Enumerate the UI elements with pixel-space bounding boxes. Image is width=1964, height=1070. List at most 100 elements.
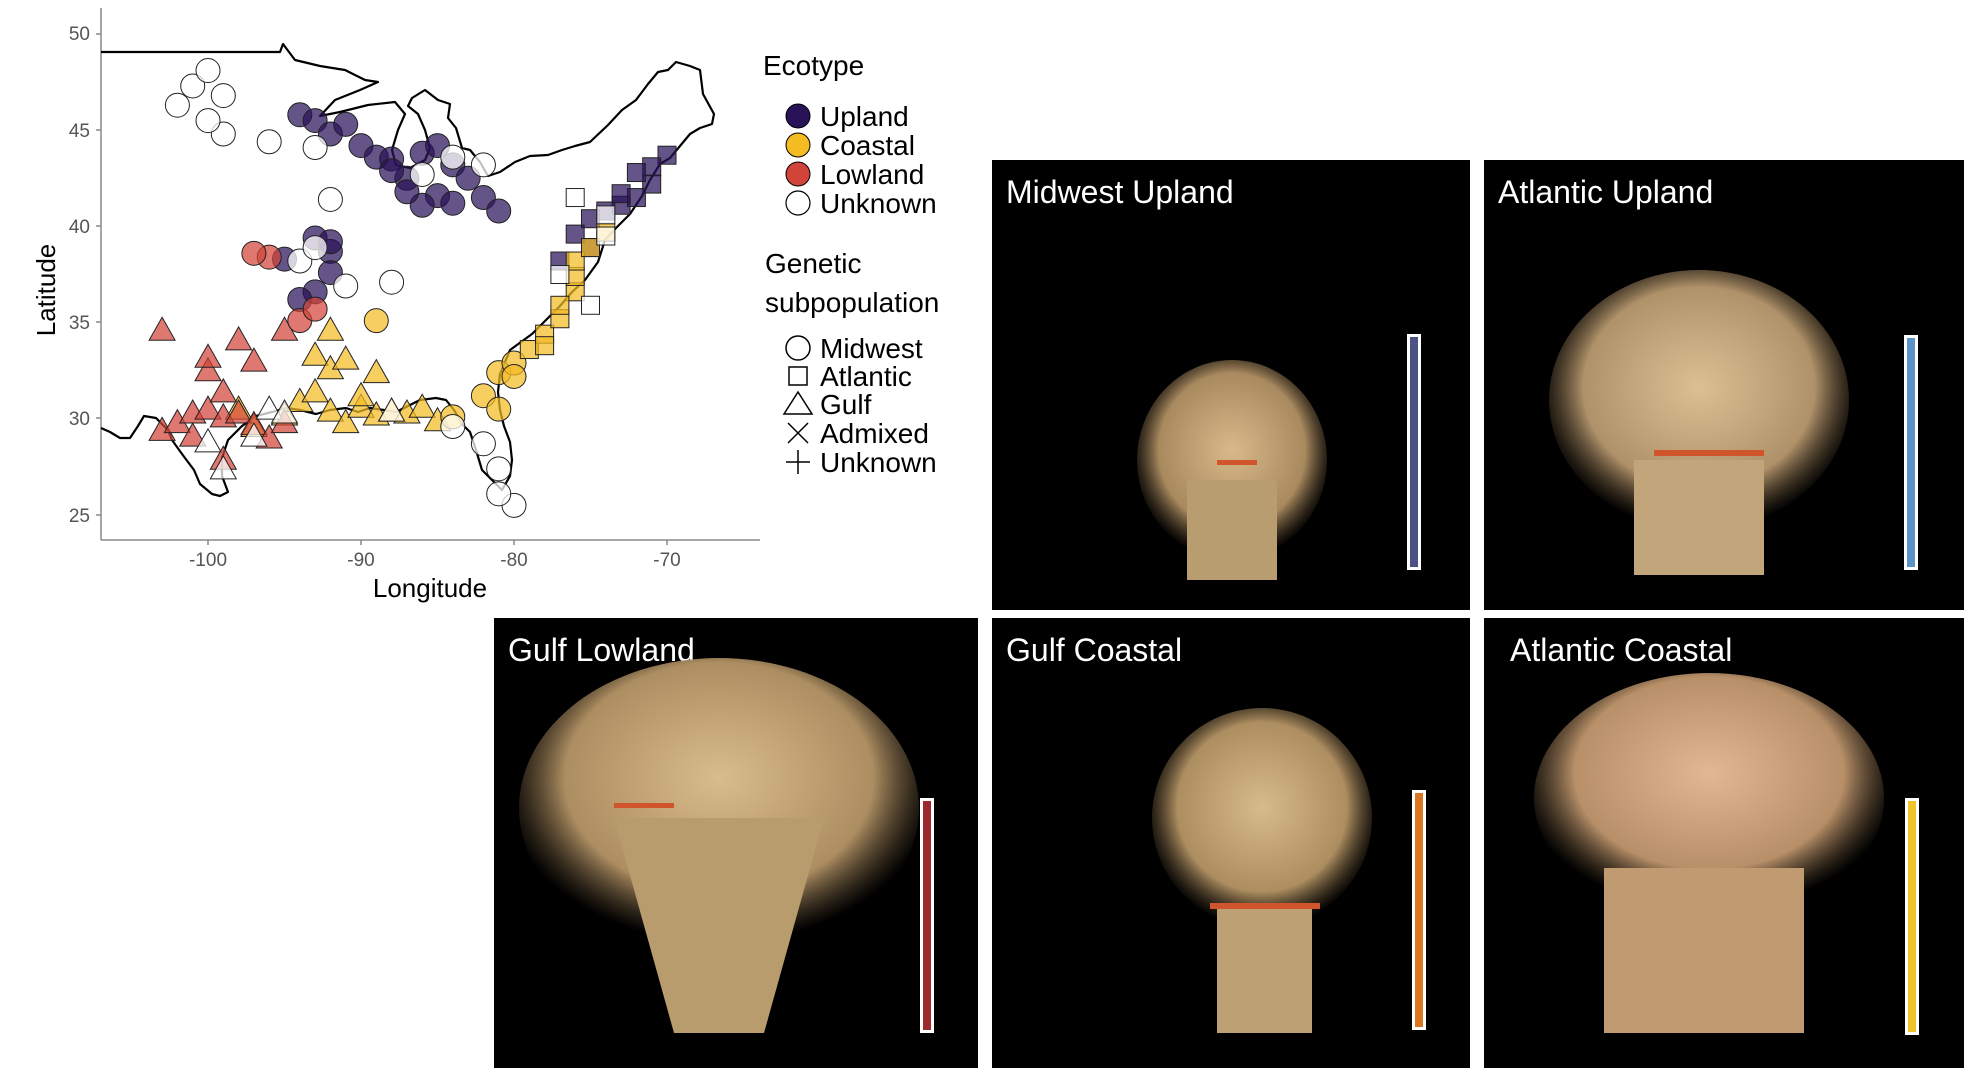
data-point-unknown xyxy=(302,235,328,261)
photo-panel-gulf-coastal: Gulf Coastal xyxy=(992,618,1470,1068)
plus-shape-icon xyxy=(786,450,810,474)
data-point-coastal xyxy=(408,393,437,418)
data-point-coastal xyxy=(550,295,570,315)
photo-panel-gulf-lowland: Gulf Lowland xyxy=(494,618,978,1068)
y-ticks: 50 45 40 35 30 25 xyxy=(69,24,90,527)
data-point-coastal xyxy=(331,408,360,434)
photo-panel-atlantic-coastal: Atlantic Coastal xyxy=(1484,618,1964,1068)
x-ticks: -100 -90 -80 -70 xyxy=(189,550,681,571)
grass-image xyxy=(1137,360,1327,580)
scale-bar xyxy=(1412,790,1426,1030)
data-point-unknown xyxy=(210,83,236,109)
data-point-coastal xyxy=(581,238,600,258)
data-point-lowland xyxy=(224,399,253,424)
data-point-upland xyxy=(611,184,631,204)
circle-shape-icon xyxy=(785,335,811,361)
data-point-lowland xyxy=(240,347,268,372)
scale-bar xyxy=(1904,335,1918,570)
data-point-unknown xyxy=(270,399,299,424)
data-point-lowland xyxy=(194,343,222,368)
data-point-unknown xyxy=(409,161,435,187)
data-point-unknown xyxy=(550,265,570,284)
data-point-unknown xyxy=(255,395,284,420)
data-point-unknown xyxy=(256,129,282,155)
photo-panel-midwest-upland: Midwest Upland xyxy=(992,160,1470,610)
legend-label-admixed: Admixed xyxy=(820,418,929,449)
data-point-unknown xyxy=(379,269,405,295)
data-point-unknown xyxy=(470,431,496,457)
legend-swatch-unknown xyxy=(785,190,811,216)
data-point-unknown xyxy=(596,226,616,246)
data-point-unknown xyxy=(164,92,190,118)
data-point-lowland xyxy=(224,325,253,351)
data-point-upland xyxy=(379,158,405,184)
data-point-coastal xyxy=(362,358,391,384)
panel-title: Atlantic Coastal xyxy=(1510,632,1733,668)
data-point-upland xyxy=(440,190,466,216)
data-point-unknown xyxy=(377,397,406,422)
data-point-upland xyxy=(657,145,677,165)
legend-swatch-upland xyxy=(785,103,811,129)
data-point-lowland xyxy=(209,377,238,403)
square-shape-icon xyxy=(788,366,808,386)
data-point-unknown xyxy=(302,135,328,161)
legend-label-atlantic: Atlantic xyxy=(820,361,912,392)
x-axis-title: Longitude xyxy=(373,573,487,603)
legend-ecotype-title: Ecotype xyxy=(763,50,864,81)
data-point-unknown xyxy=(195,58,221,84)
data-point-unknown xyxy=(596,205,616,225)
legend-swatch-coastal xyxy=(785,132,811,158)
panel-title: Midwest Upland xyxy=(1006,174,1234,210)
data-point-coastal xyxy=(331,345,360,370)
data-point-unknown xyxy=(565,188,585,208)
data-point-lowland xyxy=(194,395,222,420)
data-point-unknown xyxy=(486,481,512,507)
data-point-unknown xyxy=(180,73,206,99)
x-shape-icon xyxy=(787,422,809,444)
data-point-lowland xyxy=(178,422,207,447)
data-point-unknown xyxy=(194,427,222,453)
data-point-lowland xyxy=(302,296,328,322)
data-point-coastal xyxy=(565,251,585,271)
data-point-lowland xyxy=(241,240,267,266)
x-tick-label: -70 xyxy=(653,550,680,571)
scale-bar xyxy=(1407,334,1421,570)
data-point-unknown xyxy=(470,152,496,178)
data-point-unknown xyxy=(333,273,359,299)
legend-label-midwest: Midwest xyxy=(820,333,923,364)
panel-title: Gulf Coastal xyxy=(1006,632,1183,668)
x-tick-label: -100 xyxy=(189,550,227,571)
y-tick-label: 40 xyxy=(69,217,90,238)
legend-label-coastal: Coastal xyxy=(820,130,915,161)
legend-subpop-title-1: Genetic xyxy=(765,248,862,279)
triangle-shape-icon xyxy=(782,390,814,415)
photo-panel-atlantic-upland: Atlantic Upland xyxy=(1484,160,1964,610)
panel-title: Atlantic Upland xyxy=(1498,174,1714,210)
scale-bar xyxy=(920,798,934,1033)
data-point-unknown xyxy=(486,456,512,482)
y-tick-label: 50 xyxy=(69,24,90,45)
legend-label-gulf: Gulf xyxy=(820,389,872,420)
panel-title: Gulf Lowland xyxy=(508,632,695,668)
data-point-coastal xyxy=(301,377,329,403)
data-point-unknown xyxy=(209,454,238,480)
y-axis-title: Latitude xyxy=(31,244,61,337)
data-point-coastal xyxy=(363,308,389,334)
data-points xyxy=(148,58,677,518)
scale-bar xyxy=(1905,798,1919,1035)
legend-subpopulation: Genetic subpopulation Midwest Atlantic G… xyxy=(765,248,939,478)
data-point-upland xyxy=(486,198,512,224)
x-tick-label: -90 xyxy=(347,550,374,571)
x-tick-label: -80 xyxy=(500,550,527,571)
data-point-unknown xyxy=(240,422,268,447)
legend-label-upland: Upland xyxy=(820,101,909,132)
grass-image xyxy=(519,658,919,1033)
legend-subpop-title-2: subpopulation xyxy=(765,287,939,318)
legend-label-unknown-subpop: Unknown xyxy=(820,447,937,478)
data-point-unknown xyxy=(440,144,466,170)
y-tick-label: 30 xyxy=(69,409,90,430)
y-tick-label: 45 xyxy=(69,121,90,142)
data-point-upland xyxy=(626,163,646,183)
data-point-coastal xyxy=(347,381,375,407)
data-point-unknown xyxy=(440,413,466,439)
